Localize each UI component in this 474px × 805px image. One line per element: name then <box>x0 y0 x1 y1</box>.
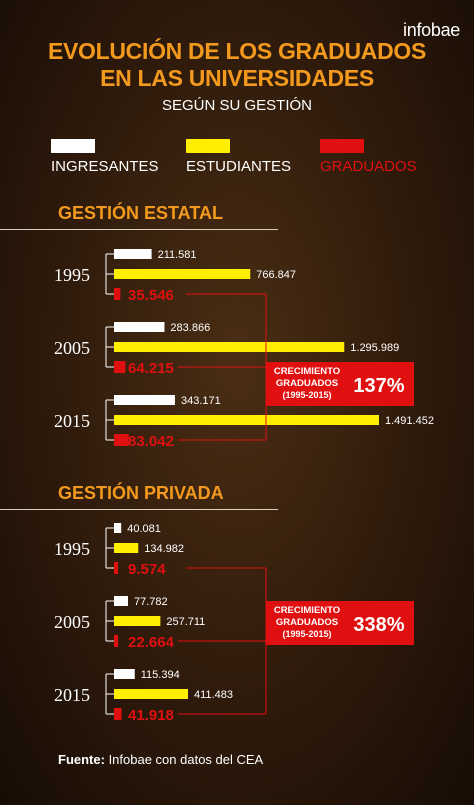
growth-value-privada: 338% <box>353 614 404 636</box>
section-title-privada: GESTIÓN PRIVADA <box>58 483 224 503</box>
value-label-estatal-graduados-2005: 64.215 <box>128 360 174 377</box>
legend-label-ingresantes: INGRESANTES <box>51 158 159 175</box>
value-label-estatal-ingresantes-2015: 343.171 <box>181 395 221 407</box>
bar-estatal-graduados-2005 <box>114 361 126 373</box>
year-label-estatal-1995: 1995 <box>54 265 90 285</box>
section-divider-estatal <box>0 229 278 230</box>
value-label-estatal-ingresantes-2005: 283.866 <box>170 322 210 334</box>
growth-box-estatal <box>266 362 414 406</box>
value-label-estatal-estudiantes-2005: 1.295.989 <box>350 342 399 354</box>
value-label-privada-graduados-2015: 41.918 <box>128 707 174 724</box>
bar-privada-ingresantes-1995 <box>114 523 122 533</box>
bar-privada-estudiantes-2005 <box>114 616 161 626</box>
growth-label-line1: CRECIMIENTO <box>274 366 340 377</box>
bar-privada-ingresantes-2015 <box>114 669 135 679</box>
bar-privada-ingresantes-2005 <box>114 596 128 606</box>
bar-estatal-ingresantes-1995 <box>114 249 152 259</box>
bar-estatal-estudiantes-2005 <box>114 342 345 352</box>
growth-label-line2: GRADUADOS <box>276 378 338 389</box>
section-divider-privada <box>0 509 278 510</box>
brand-logo: infobae <box>403 20 460 40</box>
source-note: Fuente: Infobae con datos del CEA <box>58 752 263 767</box>
bar-estatal-estudiantes-1995 <box>114 269 251 279</box>
year-label-privada-1995: 1995 <box>54 539 90 559</box>
bar-privada-estudiantes-2015 <box>114 689 188 699</box>
growth-label-line1: CRECIMIENTO <box>274 605 340 616</box>
value-label-privada-estudiantes-2015: 411.483 <box>194 689 233 701</box>
growth-label-line3: (1995-2015) <box>282 629 331 639</box>
value-label-privada-ingresantes-2015: 115.394 <box>141 669 180 681</box>
growth-value-estatal: 137% <box>353 375 404 397</box>
chart-title-line2: EN LAS UNIVERSIDADES <box>100 65 374 91</box>
bar-privada-graduados-2005 <box>114 635 119 647</box>
year-label-estatal-2005: 2005 <box>54 338 90 358</box>
bar-privada-graduados-2015 <box>114 708 122 720</box>
legend-swatch-estudiantes <box>186 139 230 153</box>
bar-estatal-estudiantes-2015 <box>114 415 379 425</box>
bar-estatal-ingresantes-2015 <box>114 395 175 405</box>
value-label-privada-estudiantes-1995: 134.982 <box>144 543 184 555</box>
value-label-estatal-graduados-1995: 35.546 <box>128 287 174 304</box>
value-label-privada-graduados-2005: 22.664 <box>128 634 175 651</box>
value-label-estatal-estudiantes-1995: 766.847 <box>256 269 296 281</box>
value-label-privada-ingresantes-2005: 77.782 <box>134 596 168 608</box>
legend-swatch-graduados <box>320 139 364 153</box>
growth-label-line2: GRADUADOS <box>276 617 338 628</box>
year-label-privada-2005: 2005 <box>54 612 90 632</box>
chart-subtitle: SEGÚN SU GESTIÓN <box>161 97 313 114</box>
value-label-privada-estudiantes-2005: 257.711 <box>166 616 205 628</box>
chart-title-line1: EVOLUCIÓN DE LOS GRADUADOS <box>47 38 427 64</box>
value-label-privada-ingresantes-1995: 40.081 <box>127 523 161 535</box>
value-label-estatal-estudiantes-2015: 1.491.452 <box>385 415 434 427</box>
bar-estatal-ingresantes-2005 <box>114 322 165 332</box>
bar-privada-graduados-1995 <box>114 562 118 574</box>
growth-label-line3: (1995-2015) <box>282 390 331 400</box>
value-label-estatal-graduados-2015: 83.042 <box>128 433 174 450</box>
legend-label-graduados: GRADUADOS <box>320 158 417 175</box>
section-title-estatal: GESTIÓN ESTATAL <box>58 203 223 223</box>
year-label-privada-2015: 2015 <box>54 685 90 705</box>
legend-swatch-ingresantes <box>51 139 95 153</box>
bar-estatal-graduados-1995 <box>114 288 121 300</box>
value-label-privada-graduados-1995: 9.574 <box>128 561 166 578</box>
source-text: Infobae con datos del CEA <box>104 752 264 767</box>
growth-box-privada <box>266 601 414 645</box>
value-label-estatal-ingresantes-1995: 211.581 <box>158 249 197 261</box>
source-label: Fuente: <box>58 752 105 767</box>
legend-label-estudiantes: ESTUDIANTES <box>186 158 292 175</box>
bar-privada-estudiantes-1995 <box>114 543 139 553</box>
bar-estatal-graduados-2015 <box>114 434 129 446</box>
year-label-estatal-2015: 2015 <box>54 411 90 431</box>
